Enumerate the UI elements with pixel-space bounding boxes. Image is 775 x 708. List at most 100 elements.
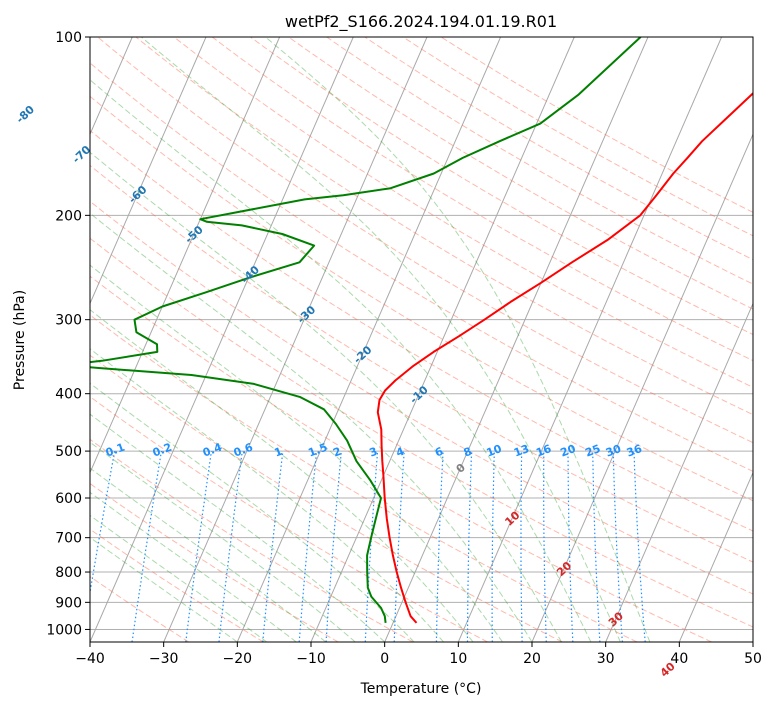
mixing-ratio-line bbox=[435, 451, 444, 642]
mixing-ratio-label: 2 bbox=[331, 445, 343, 460]
temperature-trace bbox=[376, 92, 753, 624]
isotherm-label: 30 bbox=[606, 609, 626, 629]
mixing-ratio-line bbox=[567, 451, 574, 642]
moist-adiabat-line bbox=[90, 151, 562, 642]
moist-adiabat-line bbox=[90, 309, 474, 642]
y-tick-label: 700 bbox=[55, 531, 82, 547]
dry-adiabat-line bbox=[90, 438, 414, 642]
mixing-ratio-line bbox=[633, 451, 646, 642]
y-axis-label: Pressure (hPa) bbox=[12, 290, 28, 390]
mixing-ratio-line bbox=[491, 451, 495, 642]
mixing-ratio-label: 0.4 bbox=[201, 441, 224, 460]
mixing-ratio-label: 30 bbox=[604, 442, 623, 460]
moist-adiabat-line bbox=[90, 413, 386, 642]
isotherm-line bbox=[236, 37, 502, 642]
dry-adiabat-line bbox=[288, 37, 753, 310]
dewpoint-trace bbox=[90, 37, 642, 624]
dry-adiabat-line bbox=[97, 37, 753, 444]
isotherm-line bbox=[384, 37, 649, 642]
mixing-ratio-line bbox=[592, 451, 601, 642]
x-tick-label: 30 bbox=[597, 651, 615, 667]
isotherm-line bbox=[163, 37, 428, 642]
mixing-ratio-line bbox=[262, 451, 284, 642]
dry-adiabat-line bbox=[90, 354, 563, 642]
isotherm-label: -20 bbox=[351, 343, 375, 366]
moist-adiabat-line bbox=[90, 536, 238, 642]
background-lines bbox=[0, 37, 753, 642]
dry-adiabat-line bbox=[364, 37, 753, 261]
mixing-ratio-line bbox=[131, 450, 163, 642]
mixing-ratio-label: 1.5 bbox=[306, 441, 329, 460]
dry-adiabat-line bbox=[211, 37, 753, 362]
chart-title: wetPf2_S166.2024.194.01.19.R01 bbox=[285, 12, 557, 32]
y-tick-label: 800 bbox=[55, 565, 82, 581]
line-labels: 0.10.20.40.611.52346810131620253036-100-… bbox=[14, 103, 678, 680]
moist-adiabat-line bbox=[90, 441, 356, 642]
y-tick-label: 900 bbox=[55, 595, 82, 611]
plot-frame bbox=[89, 36, 754, 643]
x-axis-ticks: −40 −30 −20 −10 0 10 20 30 40 50 bbox=[75, 642, 762, 667]
isotherm-label: -40 bbox=[239, 263, 263, 286]
x-tick-label: −10 bbox=[296, 651, 326, 667]
isotherm-label: -50 bbox=[182, 223, 206, 246]
isotherm-label: -30 bbox=[295, 303, 319, 326]
x-axis-label: Temperature (°C) bbox=[360, 681, 482, 697]
dry-adiabat-line bbox=[326, 37, 753, 285]
mixing-ratio-line bbox=[185, 451, 213, 642]
y-axis-ticks: 1000 900 800 700 600 500 400 300 200 100 bbox=[46, 30, 90, 638]
isotherm-line bbox=[605, 302, 753, 642]
data-lines bbox=[90, 37, 753, 624]
mixing-ratio-label: 16 bbox=[534, 442, 553, 460]
mixing-ratio-label: 20 bbox=[559, 442, 578, 460]
moist-adiabat-line bbox=[140, 37, 621, 642]
mixing-ratio-label: 13 bbox=[512, 442, 531, 459]
isotherm-line bbox=[531, 132, 753, 642]
moist-adiabat-line bbox=[90, 264, 503, 642]
moist-adiabat-line bbox=[90, 514, 268, 642]
mixing-ratio-label: 1 bbox=[273, 445, 285, 460]
dry-adiabat-line bbox=[90, 482, 339, 642]
mixing-ratio-label: 0.6 bbox=[232, 441, 255, 460]
isotherm-line bbox=[752, 640, 753, 642]
mixing-ratio-line bbox=[325, 451, 342, 642]
dry-adiabat-line bbox=[90, 129, 753, 532]
x-tick-label: −20 bbox=[223, 651, 253, 667]
moist-adiabat-line bbox=[90, 382, 415, 642]
mixing-ratio-line bbox=[298, 451, 318, 642]
mixing-ratio-label: 3 bbox=[368, 445, 380, 460]
isotherm-line bbox=[0, 37, 59, 642]
dry-adiabat-line bbox=[173, 37, 753, 388]
x-tick-label: 10 bbox=[449, 651, 467, 667]
y-tick-label: 100 bbox=[55, 30, 82, 46]
x-tick-label: 20 bbox=[523, 651, 541, 667]
moist-adiabat-line bbox=[90, 79, 592, 642]
isotherm-line bbox=[678, 471, 753, 642]
isotherm-label: 0 bbox=[454, 461, 469, 476]
x-tick-label: 50 bbox=[744, 651, 762, 667]
y-tick-label: 1000 bbox=[46, 622, 82, 638]
dry-adiabat-line bbox=[250, 37, 753, 336]
mixing-ratio-label: 6 bbox=[433, 445, 445, 460]
isotherm-label: -10 bbox=[407, 383, 431, 406]
dry-adiabat-line bbox=[90, 575, 190, 642]
mixing-ratio-label: 0.2 bbox=[151, 441, 174, 460]
dry-adiabat-line bbox=[90, 200, 753, 595]
mixing-ratio-label: 25 bbox=[583, 442, 602, 459]
isotherm-label: -80 bbox=[14, 103, 38, 126]
isotherm-line bbox=[90, 37, 207, 305]
x-tick-label: 40 bbox=[670, 651, 688, 667]
mixing-ratio-label: 36 bbox=[625, 442, 644, 460]
isotherm-label: 10 bbox=[502, 508, 522, 528]
y-tick-label: 500 bbox=[55, 444, 82, 460]
dry-adiabat-line bbox=[90, 528, 264, 642]
y-tick-label: 600 bbox=[55, 491, 82, 507]
dry-adiabat-line bbox=[90, 396, 488, 642]
mixing-ratio-label: 4 bbox=[394, 445, 406, 460]
y-tick-label: 400 bbox=[55, 387, 82, 403]
isotherm-label: -60 bbox=[126, 183, 150, 206]
moist-adiabat-line bbox=[265, 37, 651, 642]
dry-adiabat-line bbox=[90, 164, 753, 563]
mixing-ratio-line bbox=[90, 450, 116, 597]
moist-adiabat-line bbox=[90, 212, 533, 642]
